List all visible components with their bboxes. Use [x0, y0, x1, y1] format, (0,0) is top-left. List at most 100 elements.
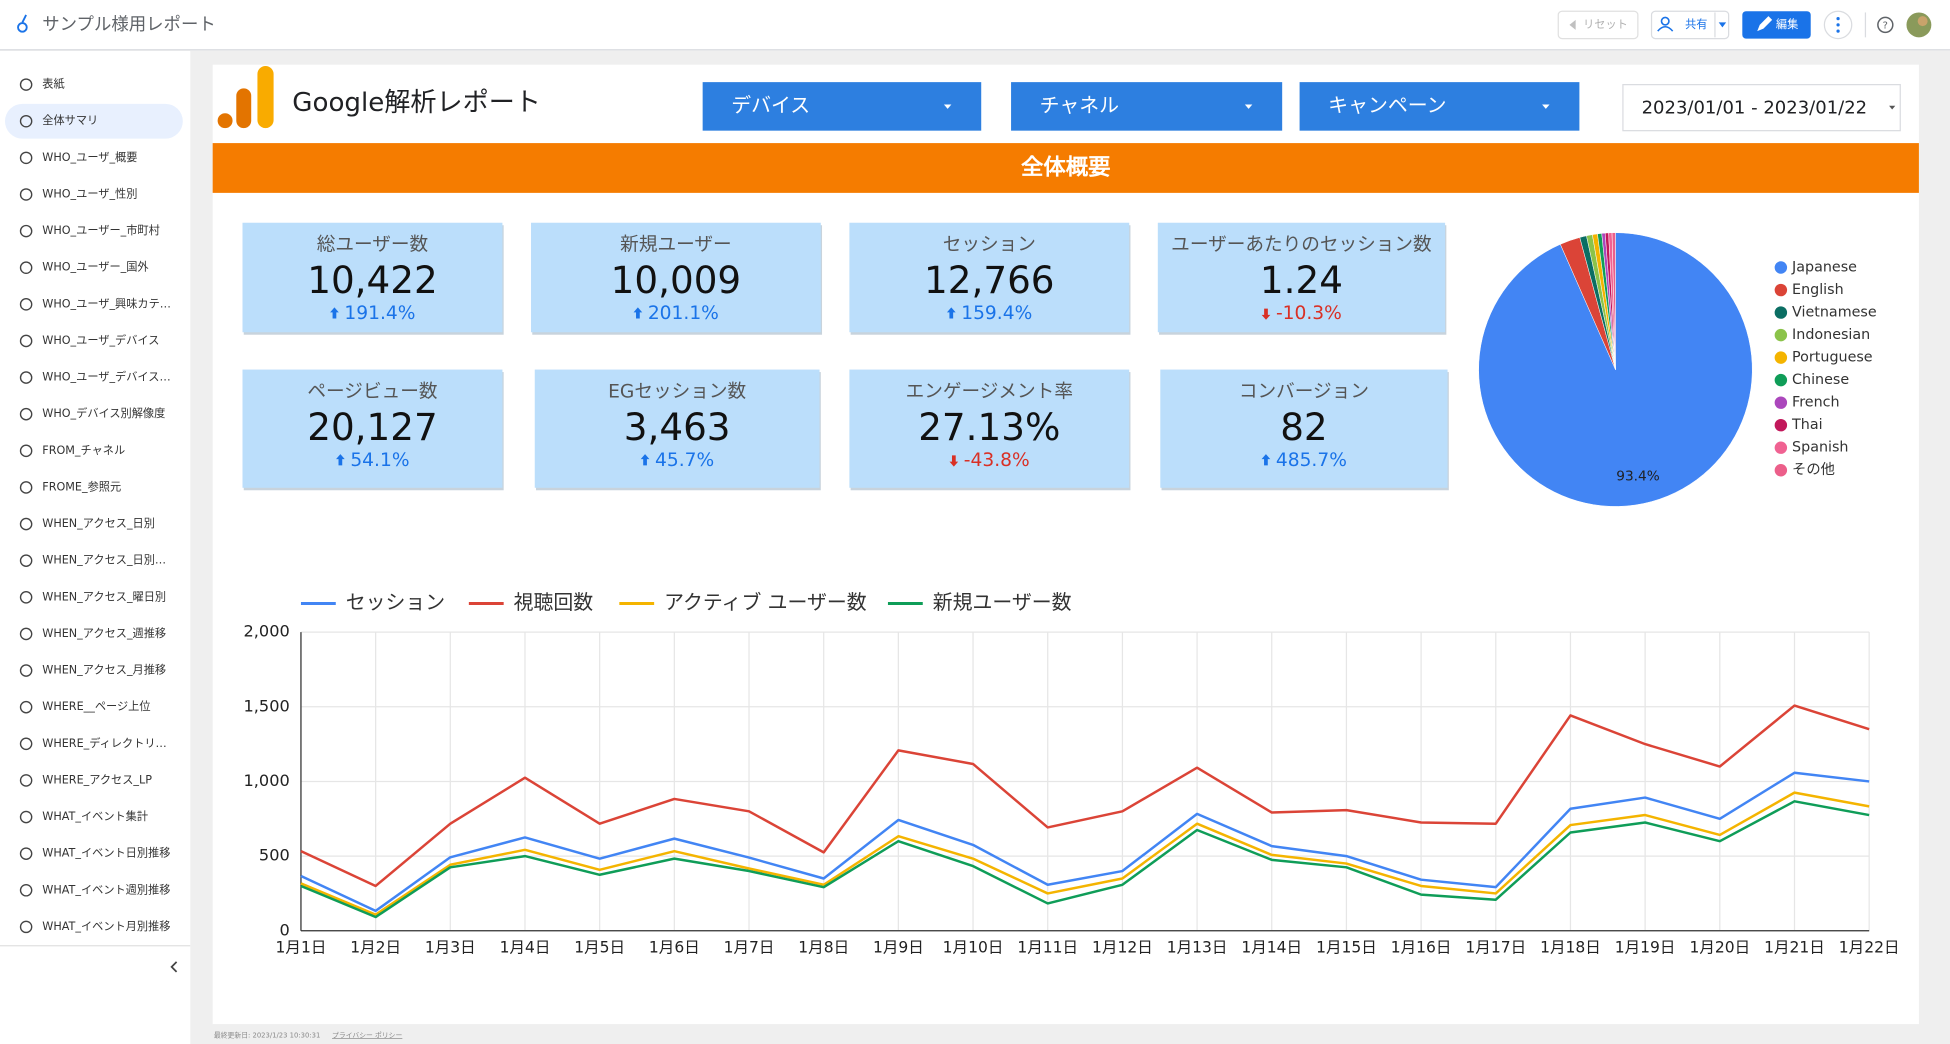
nav-item[interactable]: WHERE_ディレクトリ… [42, 736, 166, 750]
legend-label[interactable]: Spanish [1792, 440, 1848, 456]
nav-item[interactable]: 全体サマリ [42, 113, 98, 127]
nav-item[interactable]: FROME_参照元 [42, 480, 121, 493]
filters: デバイス チャネル キャンペーン [702, 82, 1580, 131]
nav-item[interactable]: WHEN_アクセス_月推移 [42, 663, 166, 677]
nav-item[interactable]: WHERE_アクセス_LP [42, 773, 152, 786]
nav-item[interactable]: WHO_ユーザ_興味カテ… [42, 296, 171, 310]
nav-icon [19, 151, 33, 165]
report-logo [217, 65, 274, 129]
legend-label[interactable]: 視聴回数 [514, 591, 594, 614]
nav-item[interactable]: WHEN_アクセス_日別 [42, 517, 155, 530]
nav-icon [19, 700, 33, 714]
legend-label[interactable]: Vietnamese [1792, 305, 1877, 321]
date-dropdown-icon [1889, 105, 1896, 110]
series-line [300, 771, 1870, 913]
section-band [212, 143, 1919, 193]
x-tick-label: 1月13日 [1167, 939, 1228, 957]
kpi-change: 485.7% [1276, 450, 1347, 471]
legend-label[interactable]: その他 [1792, 461, 1835, 478]
x-tick-label: 1月16日 [1391, 939, 1452, 957]
kpi-change: 54.1% [350, 450, 409, 471]
x-tick-label: 1月8日 [798, 939, 849, 957]
edit-icon [1757, 16, 1773, 32]
x-tick-label: 1月14日 [1241, 939, 1302, 957]
nav-item[interactable]: WHO_ユーザ_性別 [42, 186, 137, 200]
nav-item[interactable]: WHEN_アクセス_週推移 [42, 626, 166, 640]
x-tick-label: 1月7日 [724, 939, 775, 957]
nav-item[interactable]: WHO_ユーザ_概要 [42, 150, 137, 164]
nav-item[interactable]: WHERE__ページ上位 [42, 700, 150, 713]
filter-label: チャネル [1040, 94, 1119, 117]
nav-icon [19, 407, 33, 421]
legend-label[interactable]: セッション [346, 591, 445, 614]
nav-item[interactable]: WHAT_イベント集計 [42, 809, 148, 823]
share-button[interactable] [1650, 10, 1730, 40]
filter-dropdown-icon [943, 104, 952, 109]
kpi-value: 12,766 [924, 258, 1054, 302]
kpi-trend-arrow [330, 307, 339, 319]
filter-label: キャンペーン [1328, 94, 1446, 117]
nav-item[interactable]: FROM_チャネル [42, 444, 125, 457]
nav-icon [19, 883, 33, 897]
legend-label[interactable]: French [1792, 395, 1840, 411]
reset-button[interactable] [1557, 10, 1639, 40]
x-tick-label: 1月22日 [1839, 939, 1900, 957]
legend-label[interactable]: Portuguese [1792, 350, 1873, 366]
date-range-control[interactable] [1622, 83, 1901, 132]
legend-label[interactable]: Indonesian [1792, 327, 1870, 343]
nav-item[interactable]: WHO_デバイス別解像度 [42, 406, 165, 420]
filter-control[interactable] [1011, 82, 1283, 131]
legend-label[interactable]: アクティブ ユーザー数 [664, 590, 867, 614]
nav-icon [19, 188, 33, 201]
nav-icon [19, 591, 33, 604]
kpi-card [1157, 222, 1446, 333]
x-tick-label: 1月6日 [649, 939, 700, 957]
kpi-label: 新規ユーザー [620, 235, 731, 256]
kpi-trend-arrow [949, 455, 959, 467]
nav-item[interactable]: WHO_ユーザー_国外 [42, 261, 149, 274]
nav-item[interactable]: 表紙 [42, 77, 64, 91]
kpi-value: 10,422 [307, 258, 437, 302]
series-line [300, 800, 1870, 919]
footer-privacy[interactable]: プライバシー ポリシー [332, 1031, 402, 1039]
nav-item[interactable]: WHAT_イベント週別推移 [42, 882, 170, 896]
kpi-label: 総ユーザー数 [317, 235, 429, 256]
nav-item[interactable]: WHO_ユーザー_市町村 [42, 223, 160, 237]
help-button[interactable] [1877, 16, 1894, 34]
pie-slice [1611, 232, 1616, 370]
legend-label[interactable]: 新規ユーザー数 [933, 591, 1072, 614]
kpi-value: 20,127 [307, 405, 437, 449]
x-tick-label: 1月5日 [574, 939, 625, 957]
legend-swatch [1774, 261, 1788, 274]
nav-icon [19, 627, 33, 641]
nav-item[interactable]: WHO_ユーザ_デバイス [42, 333, 159, 347]
nav-icon [19, 554, 33, 567]
x-tick-label: 1月11日 [1017, 939, 1078, 957]
filter-control[interactable] [1299, 82, 1580, 131]
nav-icon [19, 224, 33, 238]
nav-item[interactable]: WHEN_アクセス_日別… [42, 554, 166, 567]
nav-icon [19, 664, 33, 677]
edit-button[interactable] [1742, 11, 1811, 39]
legend-label[interactable]: English [1792, 282, 1844, 298]
legend-label[interactable]: Chinese [1792, 372, 1849, 388]
avatar[interactable] [1906, 12, 1932, 38]
report-canvas [212, 64, 1919, 1025]
legend-swatch [1774, 441, 1788, 454]
nav-icon [19, 114, 33, 128]
nav-item[interactable]: WHEN_アクセス_曜日別 [42, 590, 166, 603]
nav-item[interactable]: WHAT_イベント月別推移 [42, 919, 170, 933]
collapse-sidebar[interactable] [170, 961, 178, 973]
x-tick-label: 1月19日 [1615, 939, 1676, 957]
filter-control[interactable] [702, 82, 982, 131]
kpi-change: 201.1% [648, 303, 719, 324]
legend-swatch [1774, 306, 1788, 319]
legend-label[interactable]: Thai [1791, 417, 1823, 433]
nav-item[interactable]: WHO_ユーザ_デバイス… [42, 370, 170, 384]
x-tick-label: 1月3日 [425, 939, 476, 957]
kpi-change: 191.4% [344, 303, 415, 324]
legend-label[interactable]: Japanese [1791, 260, 1857, 276]
kpi-label: ページビュー数 [307, 381, 437, 402]
nav-item[interactable]: WHAT_イベント日別推移 [42, 846, 170, 860]
share-dropdown[interactable] [1718, 22, 1727, 28]
